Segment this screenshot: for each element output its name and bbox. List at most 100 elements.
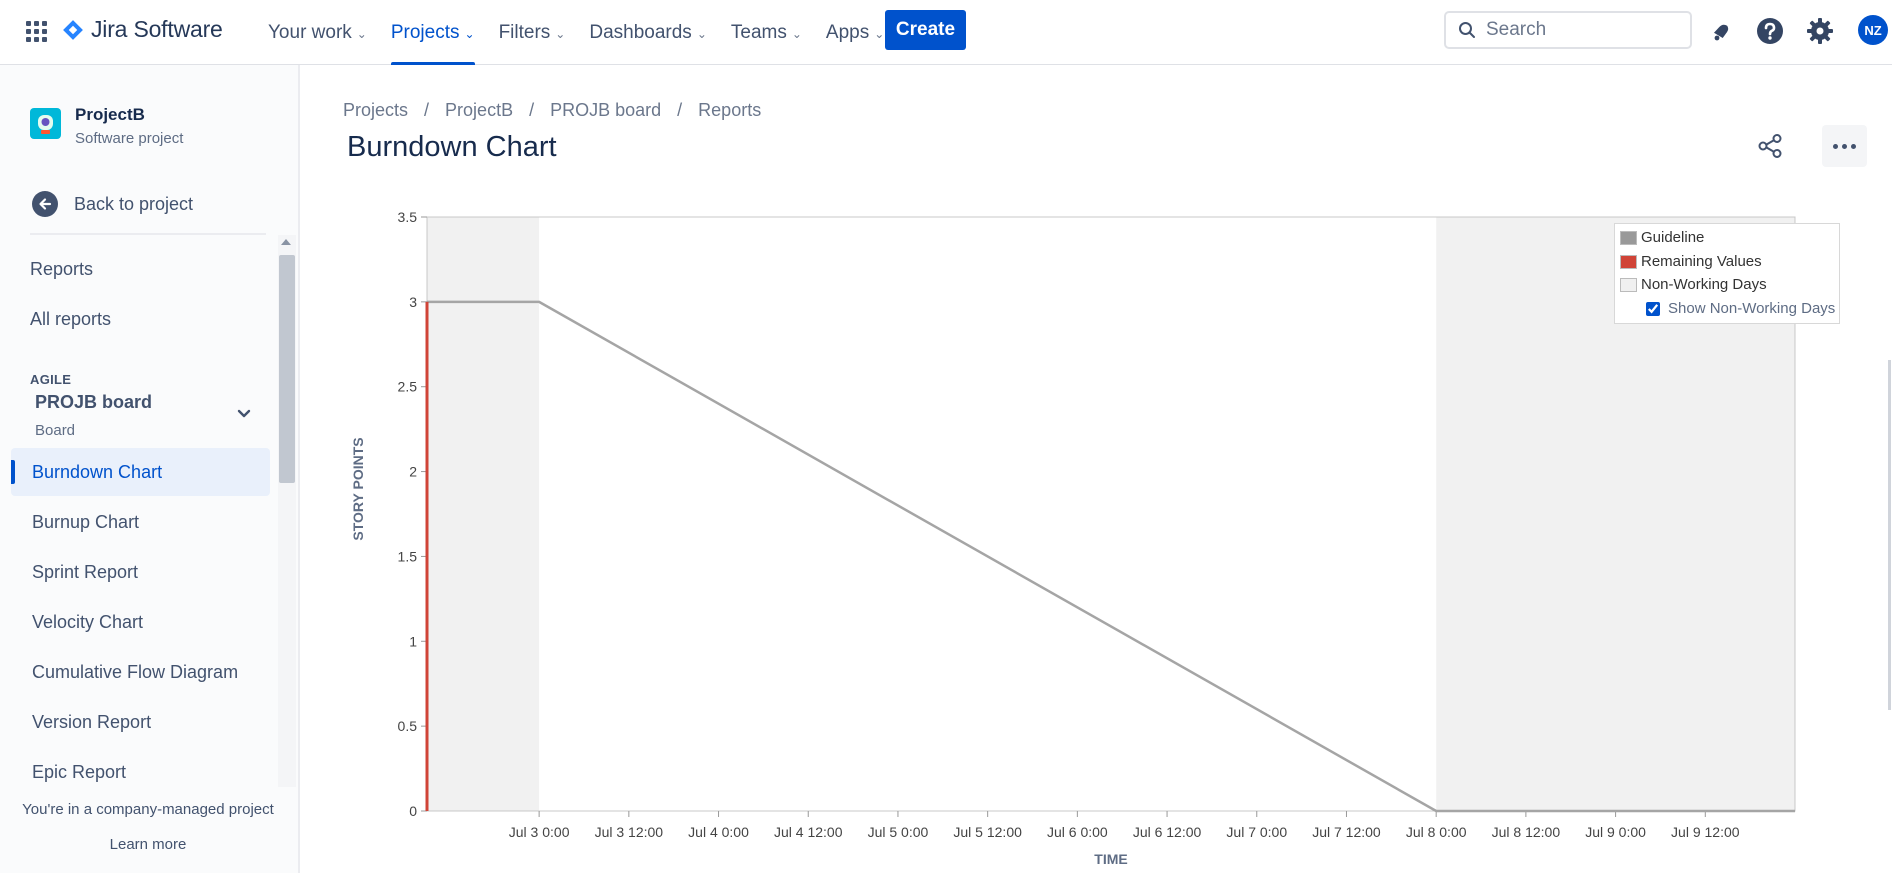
report-link-sprint-report[interactable]: Sprint Report — [32, 561, 139, 582]
project-name: ProjectB — [75, 105, 145, 124]
company-managed-note: You're in a company-managed project — [22, 801, 274, 818]
show-non-working-days-toggle[interactable]: Show Non-Working Days — [1646, 300, 1835, 317]
nav-filters[interactable]: Filters ⌄ — [487, 0, 578, 65]
divider — [30, 233, 266, 235]
x-tick-label: Jul 9 0:00 — [1585, 824, 1646, 840]
report-link-velocity-chart[interactable]: Velocity Chart — [32, 611, 144, 632]
app-switcher-icon[interactable] — [24, 19, 48, 43]
legend-swatch — [1620, 254, 1637, 269]
page-title: Burndown Chart — [347, 131, 557, 163]
nav-projects[interactable]: Projects ⌄ — [379, 0, 487, 65]
x-tick-label: Jul 8 12:00 — [1492, 824, 1561, 840]
breadcrumb-item[interactable]: ProjectB — [445, 100, 514, 120]
breadcrumb-separator: / — [529, 100, 535, 120]
learn-more-link[interactable]: Learn more — [109, 836, 187, 853]
nav-teams[interactable]: Teams ⌄ — [719, 0, 814, 65]
bell-icon — [1713, 24, 1729, 41]
report-link-cumulative-flow-diagram[interactable]: Cumulative Flow Diagram — [32, 661, 239, 682]
chevron-down-icon: ⌄ — [356, 26, 367, 41]
back-to-project-link[interactable]: Back to project — [32, 191, 193, 217]
breadcrumb-item[interactable]: Projects — [343, 100, 409, 120]
legend-swatch — [1620, 230, 1637, 245]
more-dot-icon — [1842, 143, 1847, 149]
arrow-left-icon — [32, 191, 58, 217]
y-tick-label: 0.5 — [398, 718, 418, 734]
guideline-series-line — [427, 300, 1795, 813]
x-tick-label: Jul 7 0:00 — [1226, 824, 1287, 840]
nav-label: Filters — [498, 21, 551, 43]
chevron-down-icon: ⌄ — [874, 26, 885, 41]
x-tick-label: Jul 3 0:00 — [509, 824, 570, 840]
question-mark-icon — [1757, 18, 1783, 44]
y-tick-label: 2.5 — [398, 379, 418, 395]
legend-label: Guideline — [1641, 229, 1705, 246]
notifications-bell-icon[interactable] — [1706, 16, 1736, 46]
chevron-down-icon[interactable] — [237, 407, 251, 421]
sidebar: ProjectB Software project Back to projec… — [0, 65, 300, 873]
chevron-down-icon: ⌄ — [791, 26, 802, 41]
nav-label: Your work — [268, 21, 352, 43]
scroll-up-arrow-icon[interactable] — [281, 239, 291, 245]
report-link-burndown-chart[interactable]: Burndown Chart — [11, 448, 270, 496]
share-button[interactable] — [1754, 130, 1786, 162]
jira-logo[interactable]: Jira Software — [62, 16, 223, 43]
report-link-burnup-chart[interactable]: Burnup Chart — [32, 511, 140, 532]
breadcrumb-separator: / — [677, 100, 683, 120]
breadcrumb-item[interactable]: PROJB board — [550, 100, 662, 120]
chevron-down-icon: ⌄ — [555, 26, 566, 41]
more-actions-button[interactable] — [1822, 125, 1867, 167]
sidebar-scroll-thumb[interactable] — [279, 255, 295, 483]
show-non-working-days-checkbox[interactable] — [1646, 301, 1660, 316]
settings-gear-icon[interactable] — [1805, 16, 1835, 46]
non-working-day-band — [427, 217, 540, 811]
legend-swatch — [1620, 277, 1637, 292]
report-link-epic-report[interactable]: Epic Report — [32, 761, 127, 782]
checkbox-label: Show Non-Working Days — [1668, 300, 1836, 317]
legend-entry-non-working-days: Non-Working Days — [1620, 276, 1767, 293]
y-tick-label: 0 — [409, 803, 417, 819]
board-name[interactable]: PROJB board — [35, 392, 153, 412]
nav-dashboards[interactable]: Dashboards ⌄ — [577, 0, 719, 65]
y-tick-label: 3 — [409, 294, 417, 310]
primary-nav: Your work ⌄ Projects ⌄ Filters ⌄ Dashboa… — [256, 0, 896, 65]
nav-label: Teams — [730, 21, 787, 43]
x-tick-label: Jul 5 0:00 — [868, 824, 929, 840]
x-tick-label: Jul 6 0:00 — [1047, 824, 1108, 840]
x-tick-label: Jul 4 0:00 — [688, 824, 749, 840]
nav-apps[interactable]: Apps ⌄ — [814, 0, 896, 65]
share-icon — [1758, 134, 1782, 158]
y-tick-label: 3.5 — [398, 209, 418, 225]
report-link-version-report[interactable]: Version Report — [32, 711, 152, 732]
more-dot-icon — [1833, 143, 1838, 149]
search-input[interactable] — [1486, 19, 1676, 41]
x-tick-label: Jul 5 12:00 — [953, 824, 1022, 840]
project-header[interactable]: ProjectB Software project — [30, 105, 183, 147]
search-icon — [1459, 22, 1475, 38]
legend-entry-guideline: Guideline — [1620, 229, 1704, 246]
legend-entry-remaining-values: Remaining Values — [1620, 253, 1762, 270]
all-reports-link[interactable]: All reports — [30, 309, 112, 329]
page-scrollbar[interactable] — [1888, 360, 1891, 710]
reports-heading: Reports — [30, 259, 94, 279]
nav-your-work[interactable]: Your work ⌄ — [256, 0, 379, 65]
nav-label: Apps — [825, 21, 870, 43]
user-avatar[interactable]: NZ — [1858, 15, 1888, 45]
back-label: Back to project — [74, 193, 194, 214]
product-name: Jira Software — [91, 16, 223, 42]
project-avatar-icon — [30, 108, 61, 139]
search-box[interactable] — [1444, 11, 1692, 49]
create-button[interactable]: Create — [885, 10, 966, 50]
y-tick-label: 1 — [409, 633, 417, 649]
y-tick-label: 2 — [409, 464, 417, 480]
x-tick-label: Jul 4 12:00 — [774, 824, 843, 840]
nav-label: Projects — [390, 21, 460, 43]
nav-label: Dashboards — [589, 21, 692, 43]
y-tick-label: 1.5 — [398, 548, 418, 564]
breadcrumb: Projects / ProjectB / PROJB board / Repo… — [343, 100, 761, 121]
gear-icon — [1807, 18, 1833, 44]
help-icon[interactable] — [1755, 16, 1785, 46]
breadcrumb-item[interactable]: Reports — [698, 100, 762, 120]
project-type: Software project — [75, 130, 184, 147]
top-navigation: Jira Software Your work ⌄ Projects ⌄ Fil… — [0, 0, 1892, 65]
x-axis-title: TIME — [1094, 851, 1127, 867]
